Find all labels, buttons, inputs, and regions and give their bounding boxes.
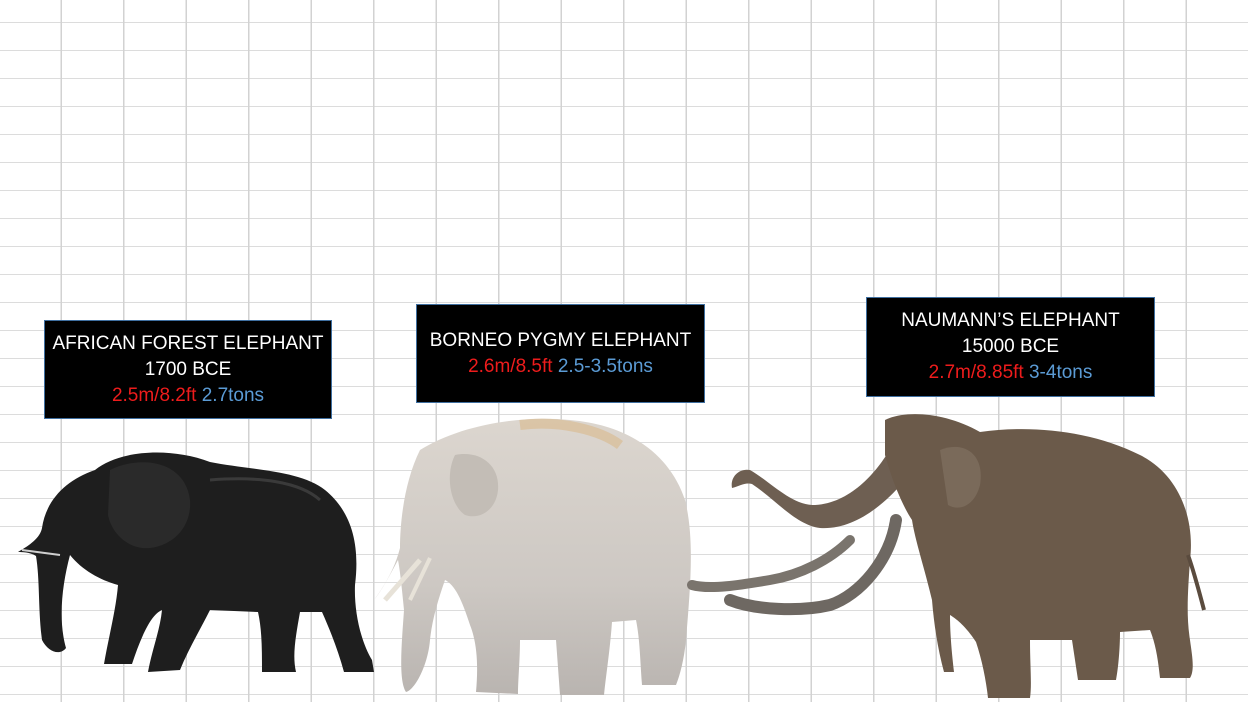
animal-height: 2.5m/8.2ft	[111, 384, 197, 406]
label-african-forest-elephant: AFRICAN FOREST ELEPHANT 1700 BCE 2.5m/8.…	[44, 320, 332, 419]
animal-weight: 2.7tons	[201, 384, 265, 406]
animal-height: 2.6m/8.5ft	[468, 355, 553, 377]
animal-name: AFRICAN FOREST ELEPHANT	[52, 332, 324, 354]
animal-date: 1700 BCE	[144, 358, 232, 380]
label-naumann-elephant: NAUMANN’S ELEPHANT 15000 BCE 2.7m/8.85ft…	[866, 297, 1155, 397]
animal-name: NAUMANN’S ELEPHANT	[901, 310, 1120, 331]
animal-weight: 2.5-3.5tons	[557, 355, 653, 377]
animal-height: 2.7m/8.85ft	[928, 362, 1024, 383]
animal-weight: 3-4tons	[1028, 362, 1093, 383]
label-borneo-pygmy-elephant: BORNEO PYGMY ELEPHANT 2.6m/8.5ft 2.5-3.5…	[416, 304, 705, 403]
animal-name: BORNEO PYGMY ELEPHANT	[429, 329, 692, 351]
animal-date: 15000 BCE	[961, 336, 1060, 357]
